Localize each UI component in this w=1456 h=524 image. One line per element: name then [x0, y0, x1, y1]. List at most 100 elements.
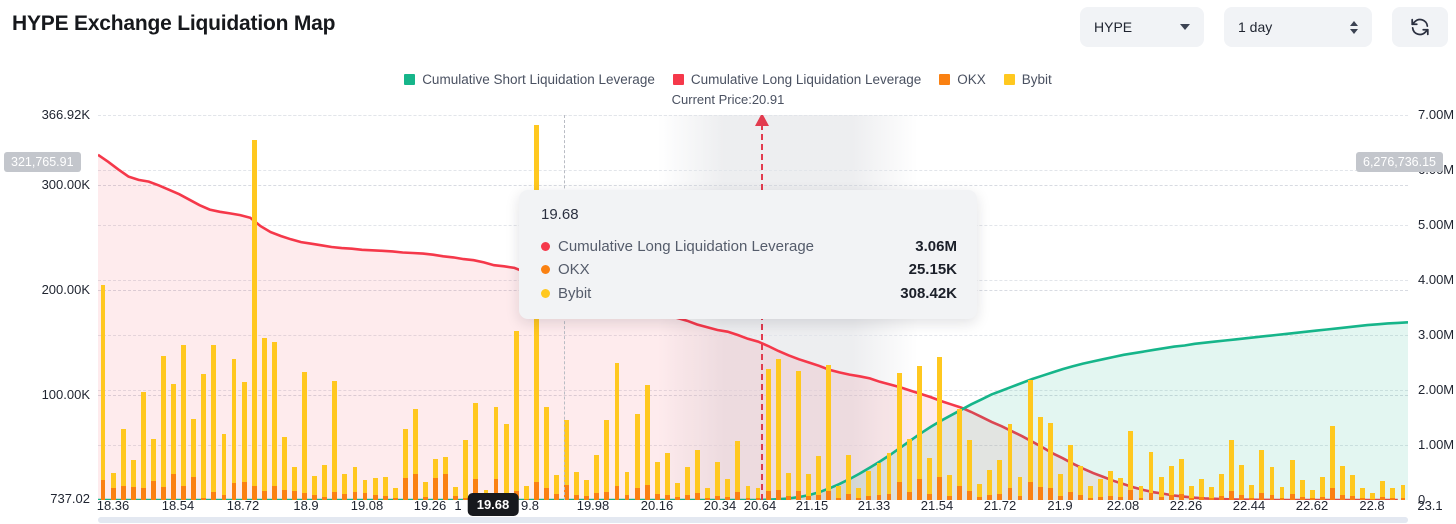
liquidation-bar[interactable] [664, 452, 670, 500]
legend-item-3[interactable]: Bybit [1003, 72, 1052, 87]
liquidation-bar[interactable] [140, 391, 146, 500]
liquidation-bar[interactable] [100, 284, 106, 500]
liquidation-bar[interactable] [523, 486, 529, 500]
liquidation-bar[interactable] [836, 486, 842, 500]
liquidation-bar[interactable] [685, 467, 690, 500]
liquidation-bar[interactable] [1188, 486, 1194, 500]
liquidation-bar[interactable] [1249, 485, 1255, 500]
liquidation-bar[interactable] [775, 359, 781, 500]
liquidation-bar[interactable] [241, 382, 247, 500]
liquidation-bar[interactable] [1259, 449, 1265, 500]
liquidation-bar[interactable] [1229, 440, 1235, 500]
liquidation-bar[interactable] [1047, 423, 1053, 500]
liquidation-bar[interactable] [1199, 479, 1204, 500]
liquidation-bar[interactable] [1209, 487, 1214, 500]
liquidation-bar[interactable] [1108, 470, 1114, 500]
liquidation-bar[interactable] [332, 381, 338, 500]
liquidation-bar[interactable] [977, 484, 983, 500]
liquidation-bar[interactable] [151, 439, 156, 500]
liquidation-bar[interactable] [463, 440, 469, 500]
liquidation-bar[interactable] [967, 440, 973, 500]
liquidation-bar[interactable] [372, 477, 378, 500]
liquidation-bar[interactable] [110, 472, 116, 500]
liquidation-bar[interactable] [795, 370, 801, 500]
liquidation-bar[interactable] [211, 344, 217, 500]
period-select[interactable]: 1 day [1224, 7, 1372, 47]
liquidation-bar[interactable] [413, 408, 418, 500]
refresh-button[interactable] [1392, 7, 1448, 47]
liquidation-bar[interactable] [745, 486, 751, 500]
liquidation-bar[interactable] [1088, 486, 1093, 500]
liquidation-bar[interactable] [1289, 460, 1295, 500]
liquidation-bar[interactable] [1299, 480, 1305, 500]
liquidation-bar[interactable] [1219, 473, 1224, 500]
scrollbar-thumb[interactable] [98, 517, 1408, 523]
liquidation-bar[interactable] [725, 479, 731, 500]
liquidation-bar[interactable] [1319, 476, 1325, 500]
liquidation-bar[interactable] [574, 471, 580, 500]
liquidation-bar[interactable] [282, 437, 287, 500]
liquidation-bar[interactable] [675, 483, 680, 500]
liquidation-bar[interactable] [473, 403, 479, 500]
liquidation-bar[interactable] [1068, 445, 1073, 500]
liquidation-bar[interactable] [564, 420, 569, 500]
liquidation-bar[interactable] [1380, 481, 1386, 500]
liquidation-bar[interactable] [1309, 489, 1315, 500]
liquidation-bar[interactable] [886, 452, 892, 500]
liquidation-bar[interactable] [181, 344, 187, 500]
legend-item-1[interactable]: Cumulative Long Liquidation Leverage [672, 72, 921, 87]
liquidation-bar[interactable] [947, 474, 952, 500]
liquidation-bar[interactable] [937, 357, 942, 500]
liquidation-bar[interactable] [926, 458, 932, 500]
liquidation-bar[interactable] [544, 406, 549, 500]
liquidation-bar[interactable] [584, 480, 590, 500]
liquidation-bar[interactable] [493, 406, 499, 500]
liquidation-bar[interactable] [352, 467, 358, 500]
liquidation-bar[interactable] [302, 372, 307, 500]
liquidation-bar[interactable] [705, 488, 711, 500]
liquidation-bar[interactable] [221, 433, 227, 500]
liquidation-bar[interactable] [806, 473, 811, 500]
liquidation-bar[interactable] [1158, 476, 1164, 500]
liquidation-bar[interactable] [1340, 466, 1345, 500]
liquidation-bar[interactable] [392, 488, 398, 500]
liquidation-bar[interactable] [503, 424, 509, 500]
liquidation-bar[interactable] [1078, 466, 1083, 500]
liquidation-bar[interactable] [191, 419, 197, 500]
legend-item-2[interactable]: OKX [939, 72, 986, 87]
liquidation-bar[interactable] [1027, 380, 1033, 500]
liquidation-bar[interactable] [614, 362, 620, 500]
liquidation-bar[interactable] [987, 469, 993, 500]
liquidation-bar[interactable] [513, 331, 519, 500]
liquidation-bar[interactable] [715, 462, 721, 500]
liquidation-bar[interactable] [896, 373, 902, 500]
liquidation-bar[interactable] [1350, 474, 1355, 500]
legend-item-0[interactable]: Cumulative Short Liquidation Leverage [404, 72, 655, 87]
liquidation-bar[interactable] [1037, 417, 1043, 500]
liquidation-bar[interactable] [1168, 466, 1174, 500]
liquidation-bar[interactable] [594, 454, 600, 500]
liquidation-bar[interactable] [402, 428, 408, 500]
liquidation-bar[interactable] [292, 467, 297, 500]
liquidation-bar[interactable] [171, 383, 176, 500]
liquidation-bar[interactable] [644, 384, 650, 500]
liquidation-bar[interactable] [322, 465, 328, 500]
liquidation-bar[interactable] [765, 368, 771, 500]
liquidation-bar[interactable] [423, 482, 428, 500]
liquidation-bar[interactable] [201, 374, 207, 500]
liquidation-bar[interactable] [735, 441, 741, 500]
liquidation-bar[interactable] [130, 460, 136, 500]
liquidation-bar[interactable] [261, 338, 267, 500]
liquidation-bar[interactable] [554, 474, 559, 500]
liquidation-bar[interactable] [1138, 486, 1144, 500]
liquidation-bar[interactable] [856, 488, 862, 500]
liquidation-bar[interactable] [604, 420, 610, 500]
liquidation-bar[interactable] [453, 487, 459, 500]
liquidation-bar[interactable] [1007, 424, 1013, 500]
liquidation-bar[interactable] [1400, 485, 1406, 500]
liquidation-bar[interactable] [957, 408, 962, 500]
liquidation-bar[interactable] [695, 449, 700, 500]
liquidation-bar[interactable] [876, 463, 882, 500]
liquidation-bar[interactable] [755, 488, 761, 500]
liquidation-bar[interactable] [120, 428, 126, 500]
